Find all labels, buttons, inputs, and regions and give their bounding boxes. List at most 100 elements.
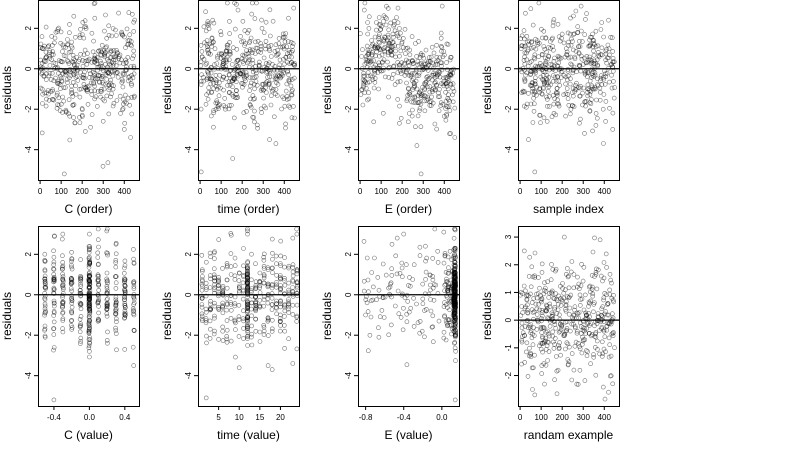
data-point (410, 58, 416, 64)
data-point (587, 109, 593, 114)
data-point (386, 285, 391, 291)
data-point (54, 90, 60, 96)
data-point (290, 48, 296, 53)
data-point (86, 297, 92, 302)
data-point (568, 42, 574, 48)
data-point (96, 277, 101, 283)
data-point (604, 312, 610, 318)
data-point (102, 28, 107, 34)
data-point (206, 85, 211, 90)
data-point (442, 313, 448, 319)
data-point (443, 90, 448, 95)
data-point (87, 308, 93, 314)
data-point (451, 310, 457, 315)
data-point (257, 303, 263, 309)
data-point (212, 256, 217, 261)
data-point (359, 54, 364, 59)
data-point (275, 51, 281, 57)
data-point (610, 59, 616, 65)
data-point (205, 69, 210, 74)
data-point (423, 80, 429, 85)
data-point (206, 76, 212, 82)
data-point (253, 45, 259, 51)
data-point (282, 61, 287, 67)
data-point (227, 19, 232, 24)
data-point (203, 320, 209, 326)
data-point (601, 92, 607, 97)
data-point (535, 42, 541, 47)
data-point (274, 272, 279, 278)
data-point (579, 39, 585, 44)
data-point (51, 267, 57, 272)
data-point (579, 56, 585, 62)
data-point (198, 79, 204, 84)
data-point (42, 251, 48, 257)
data-point (120, 70, 126, 76)
data-point (236, 302, 242, 308)
data-point (282, 39, 288, 45)
data-point (537, 113, 543, 118)
y-tick-label: 0 (504, 66, 513, 71)
data-point (294, 319, 300, 324)
data-point (220, 303, 225, 309)
data-point (268, 93, 274, 98)
data-point (587, 54, 592, 60)
data-point (565, 357, 571, 362)
x-tick-label: 300 (417, 187, 431, 196)
data-point (595, 311, 601, 316)
data-point (88, 71, 93, 76)
data-point (595, 43, 601, 49)
x-tick-label: 400 (598, 413, 612, 422)
data-point (277, 318, 283, 324)
data-point (285, 39, 291, 44)
data-point (555, 90, 561, 96)
data-point (557, 317, 563, 322)
data-point (43, 71, 49, 77)
data-point (82, 18, 88, 24)
data-point (445, 285, 451, 291)
data-point (92, 75, 98, 81)
data-point (365, 31, 371, 37)
data-point (60, 329, 66, 335)
data-point (430, 256, 436, 261)
data-point (261, 95, 266, 101)
data-point (204, 309, 209, 315)
data-point (534, 295, 540, 301)
data-point (113, 297, 119, 303)
data-point (531, 101, 537, 106)
y-tick-label: 2 (24, 26, 33, 31)
data-point (60, 309, 66, 315)
data-point (263, 19, 269, 25)
data-point (602, 396, 608, 402)
data-point (552, 55, 557, 61)
data-point (104, 77, 109, 82)
data-point (122, 121, 127, 126)
data-point (216, 305, 221, 310)
y-tick-label: 1 (504, 290, 513, 295)
data-point (245, 30, 250, 36)
data-point (253, 68, 258, 74)
data-point (265, 318, 271, 324)
data-point (261, 275, 267, 281)
data-point (575, 341, 581, 346)
data-point (387, 43, 393, 49)
data-point (576, 63, 582, 68)
data-point (69, 250, 74, 255)
data-point (274, 280, 279, 285)
data-point (430, 339, 436, 345)
data-point (586, 43, 592, 49)
data-point (234, 59, 239, 64)
data-point (392, 303, 398, 309)
data-point (199, 253, 205, 258)
data-point (538, 120, 543, 125)
data-point (435, 291, 441, 296)
data-point (577, 292, 583, 298)
data-point (601, 260, 607, 265)
data-point (123, 92, 128, 98)
data-point (201, 78, 207, 84)
data-point (241, 246, 246, 251)
data-point (376, 287, 382, 293)
data-point (103, 12, 108, 18)
data-point (546, 94, 552, 99)
data-point (404, 311, 410, 317)
